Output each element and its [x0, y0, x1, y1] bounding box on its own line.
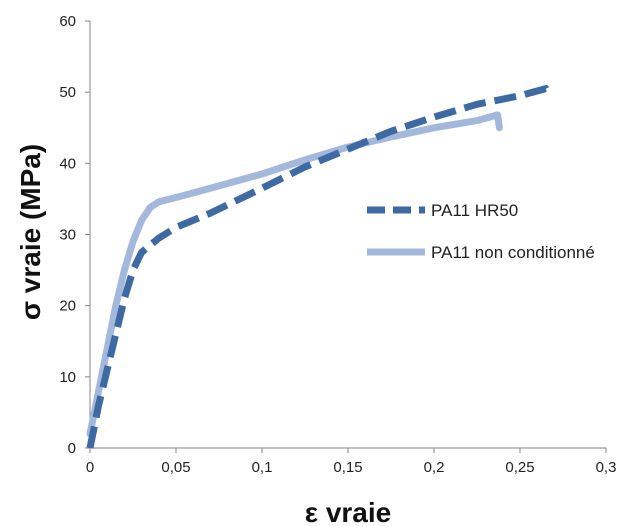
- x-tick-label: 0,1: [252, 459, 273, 476]
- y-tick-label: 10: [59, 369, 76, 386]
- x-tick-label: 0,25: [505, 459, 534, 476]
- series-line-pa11-hr50: [86, 85, 553, 449]
- y-tick-label: 20: [59, 298, 76, 315]
- x-tick-label: 0: [86, 459, 94, 476]
- x-tick-label: 0,15: [333, 459, 362, 476]
- legend: PA11 HR50 PA11 non conditionné: [367, 201, 595, 262]
- y-tick-label: 0: [68, 440, 76, 457]
- x-axis-title: ε vraie: [305, 497, 391, 526]
- y-tick-label: 60: [59, 13, 76, 30]
- x-tick-label: 0,3: [596, 459, 617, 476]
- legend-label-pa11-hr50: PA11 HR50: [431, 201, 518, 220]
- series-line-pa11-non-conditionne: [86, 111, 503, 438]
- y-tick-label: 50: [59, 84, 76, 101]
- series-layer: [86, 85, 553, 449]
- y-axis-title: σ vraie (MPa): [15, 144, 46, 320]
- axes: 0 10 20 30 40 50 60 0 0,05 0,1 0,15 0,2 0,25 0,3: [59, 13, 616, 476]
- y-tick-label: 40: [59, 155, 76, 172]
- legend-label-pa11-non-conditionne: PA11 non conditionné: [431, 243, 595, 262]
- y-tick-label: 30: [59, 227, 76, 244]
- x-tick-label: 0,05: [161, 459, 190, 476]
- x-tick-label: 0,2: [424, 459, 445, 476]
